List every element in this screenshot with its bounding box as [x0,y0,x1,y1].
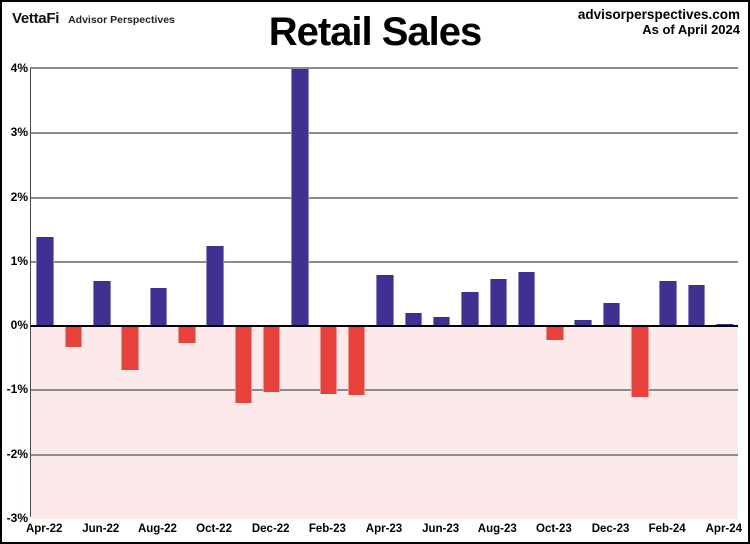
x-tick-label: Oct-22 [196,523,232,535]
x-tick-label: Apr-23 [365,523,403,535]
bar-nov-23 [574,319,592,327]
y-tick-label: 1% [10,253,28,268]
gridline [31,260,738,263]
bar-nov-22 [234,326,253,403]
bar-jun-23 [432,316,451,327]
bar-jul-23 [461,292,479,327]
x-tick-label: Dec-22 [251,523,290,535]
x-tick-label: Aug-23 [477,523,517,535]
y-tick-label: -2% [6,446,28,461]
bar-aug-22 [149,287,168,327]
advisor-perspectives-label: Advisor Perspectives [68,14,175,26]
bar-may-23 [404,312,423,327]
bar-feb-23 [319,326,338,394]
y-tick-label: 4% [10,61,28,75]
x-tick-label: Oct-23 [536,523,572,535]
plot-area [30,67,738,519]
y-tick-label: -1% [6,382,28,397]
bar-jul-22 [121,326,139,371]
vettafi-logo-text: VettaFi [12,10,60,27]
bar-jan-23 [291,69,309,327]
bar-oct-22 [206,245,224,327]
bar-apr-22 [36,237,54,327]
bar-sep-22 [177,326,196,344]
source-url: advisorperspectives.com [577,7,740,22]
y-tick-label: 2% [10,189,28,204]
x-tick-label: Feb-24 [648,523,686,535]
gridline [31,389,738,392]
gridline [31,196,738,199]
x-tick-label: Jun-23 [422,523,460,535]
bar-aug-23 [489,279,508,327]
bar-mar-23 [347,326,366,395]
x-tick-label: Dec-23 [591,523,630,535]
vettafi-logo: VettaFi Advisor Perspectives [12,10,175,28]
zero-axis-line [31,324,738,328]
x-tick-label: Aug-22 [137,523,177,535]
bar-feb-24 [659,280,677,327]
bar-sep-23 [517,272,536,327]
gridline [31,132,738,135]
bar-jan-24 [631,326,649,397]
y-tick-label: 0% [10,318,28,333]
x-tick-label: Feb-23 [308,523,346,535]
y-tick-label: -3% [6,511,28,525]
as-of-date: As of April 2024 [642,21,740,37]
bar-jun-22 [93,281,111,327]
y-tick-label: 3% [10,125,28,140]
source-block: advisorperspectives.com As of April 2024 [577,7,740,37]
x-tick-label: Apr-22 [25,523,63,535]
chart-title: Retail Sales [268,10,483,54]
negative-region-background [31,326,738,519]
gridline [31,453,738,456]
x-tick-label: Apr-24 [705,523,743,535]
bar-dec-23 [602,303,621,327]
bar-oct-23 [546,326,564,340]
bar-dec-22 [262,326,281,392]
bar-mar-24 [687,285,706,327]
bar-apr-23 [376,275,394,327]
bar-may-22 [64,326,83,348]
x-tick-label: Jun-22 [82,523,120,535]
